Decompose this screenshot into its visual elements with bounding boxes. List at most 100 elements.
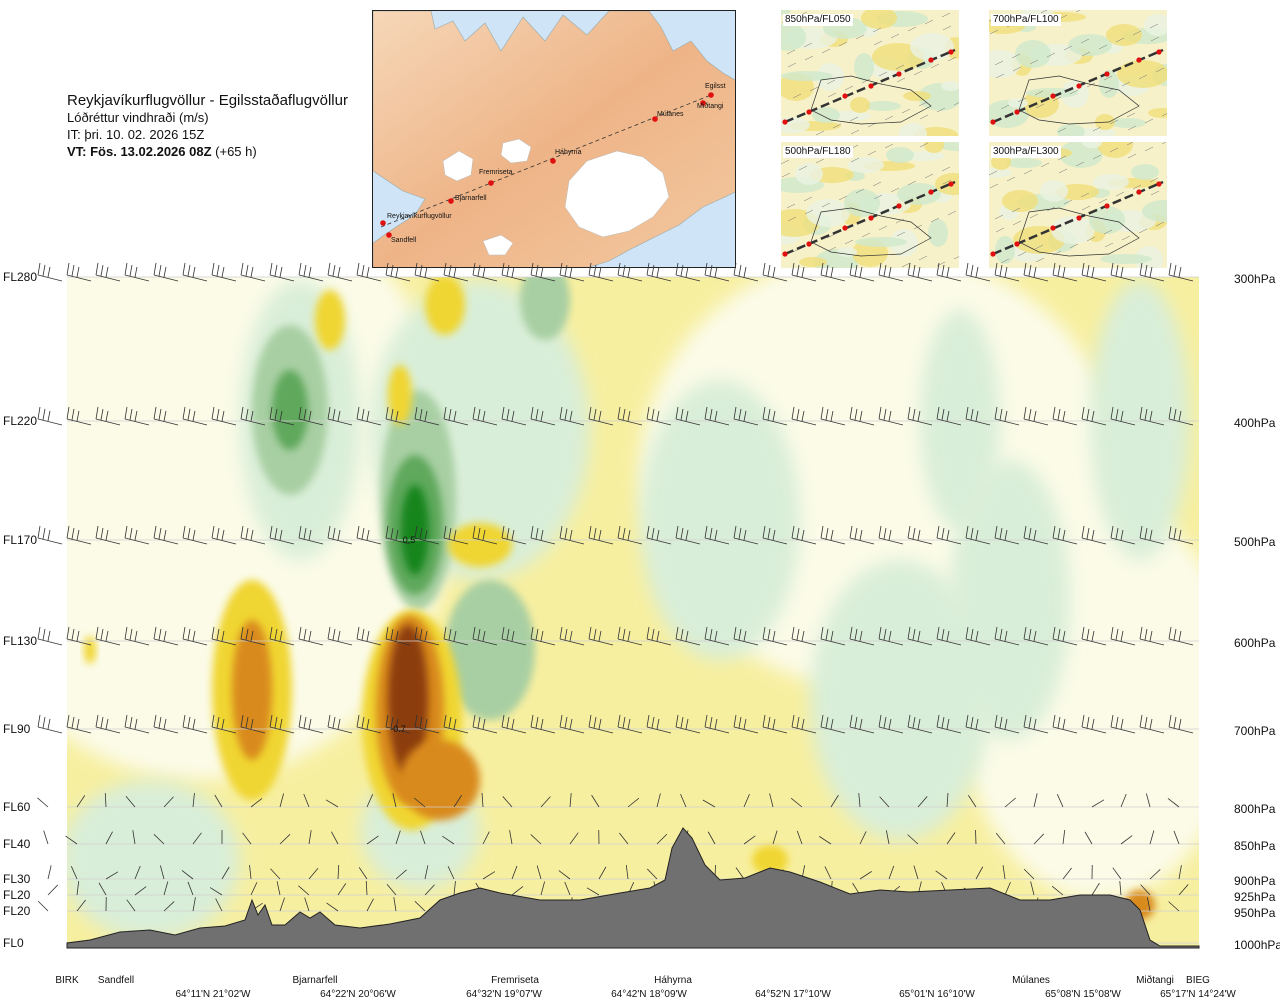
location-label: BIRK: [55, 975, 79, 986]
wind-barb: [1178, 865, 1182, 880]
value-annotation: -0.7: [390, 724, 406, 734]
mini-map-850-label: 850hPa/FL050: [783, 14, 853, 26]
hpa-label: 850hPa: [1234, 839, 1276, 853]
wind-barb: [47, 884, 59, 896]
wind-barb: [791, 626, 817, 646]
coordinate-label: 64°32'N 19°07'W: [466, 989, 542, 1000]
vertical-wind-cell: [362, 610, 462, 830]
wind-barb: [1110, 525, 1136, 545]
wind-barb: [772, 869, 784, 880]
issue-time: IT: þri. 10. 02. 2026 15Z: [67, 127, 205, 142]
wind-barb: [1168, 525, 1194, 545]
location-label: BIEG: [1186, 975, 1210, 986]
coordinate-label: 65°08'N 15°08'W: [1045, 989, 1121, 1000]
wind-barb: [153, 626, 179, 646]
coordinate-label: 64°42'N 18°09'W: [611, 989, 687, 1000]
wind-barb: [327, 714, 353, 734]
wind-barb: [250, 798, 263, 808]
mini-field-cell: [781, 10, 791, 15]
hpa-label: 1000hPa: [1234, 938, 1280, 952]
value-annotation: 0.5: [403, 535, 416, 545]
wind-barb: [1120, 898, 1128, 912]
wind-barb: [414, 626, 440, 646]
vertical-wind-field: [67, 277, 1199, 940]
hpa-label: 600hPa: [1234, 636, 1276, 650]
wind-barb: [617, 626, 643, 646]
wind-barb: [1023, 714, 1049, 734]
vertical-wind-cell: [640, 277, 1120, 690]
wind-barb: [356, 525, 382, 545]
wind-barb: [681, 897, 687, 912]
wind-barb: [558, 870, 571, 880]
vertical-wind-cell: [84, 636, 96, 664]
mini-field-cell: [854, 53, 874, 81]
route-point-label: Sandfell: [391, 237, 417, 244]
wind-barb: [66, 525, 92, 545]
wind-barb: [66, 714, 92, 734]
wind-barb: [98, 882, 107, 896]
wind-barb: [907, 714, 933, 734]
mini-field-cell: [795, 163, 823, 185]
wind-barb: [680, 793, 687, 808]
wind-barb: [414, 406, 440, 426]
wind-barb: [965, 626, 991, 646]
fl-label: FL220: [3, 414, 38, 428]
wind-barb: [1139, 406, 1165, 426]
wind-barb: [849, 626, 875, 646]
wind-barb: [592, 898, 600, 912]
wind-barb: [453, 899, 463, 912]
vertical-wind-cell: [380, 390, 456, 610]
wind-barb: [482, 871, 496, 880]
mini-map-700-label: 700hPa/FL100: [991, 14, 1061, 26]
mini-field-cell: [1093, 174, 1129, 190]
wind-barb: [625, 865, 629, 880]
wind-barb: [356, 406, 382, 426]
fl-label: FL280: [3, 270, 38, 284]
fl-label: FL40: [3, 837, 31, 851]
wind-barb: [153, 525, 179, 545]
mini-field-cell: [781, 71, 833, 81]
wind-barb: [762, 525, 788, 545]
wind-barb: [1110, 406, 1136, 426]
wind-barb: [37, 797, 49, 808]
wind-barb: [946, 897, 950, 912]
wind-barb: [735, 867, 745, 880]
vertical-wind-cell: [448, 523, 512, 567]
wind-barb: [298, 525, 324, 545]
mini-field-cell: [812, 107, 840, 123]
mini-field-cell: [928, 219, 948, 247]
wind-barb: [1023, 626, 1049, 646]
wind-barb: [733, 525, 759, 545]
fl-label: FL30: [3, 872, 31, 886]
wind-barb: [941, 881, 948, 896]
vertical-wind-cell: [640, 380, 800, 660]
coordinate-label: 65°01'N 16°10'W: [899, 989, 975, 1000]
wind-barb: [366, 835, 379, 845]
wind-barb: [134, 886, 147, 896]
wind-barb: [888, 885, 901, 896]
wind-barb: [443, 714, 469, 734]
wind-barb: [511, 865, 518, 880]
wind-barb: [965, 262, 991, 282]
wind-barb: [849, 714, 875, 734]
wind-barb: [965, 406, 991, 426]
wind-barb: [733, 714, 759, 734]
wind-barb: [913, 865, 919, 880]
wind-barb: [298, 885, 310, 896]
wind-barb: [569, 897, 573, 912]
wind-barb: [769, 793, 774, 808]
mini-field-cell: [995, 236, 1015, 264]
mini-field-cell: [910, 33, 954, 61]
mini-map-300-label: 300hPa/FL300: [991, 146, 1061, 158]
route-point: [380, 220, 386, 226]
wind-barb: [43, 830, 49, 845]
wind-barb: [37, 900, 49, 912]
vertical-wind-cell: [1090, 280, 1190, 560]
wind-barb: [559, 714, 585, 734]
wind-barb: [564, 881, 571, 896]
wind-barb: [762, 714, 788, 734]
wind-barb: [95, 406, 121, 426]
wind-barb: [66, 406, 92, 426]
wind-barb: [414, 525, 440, 545]
wind-barb: [685, 867, 696, 880]
